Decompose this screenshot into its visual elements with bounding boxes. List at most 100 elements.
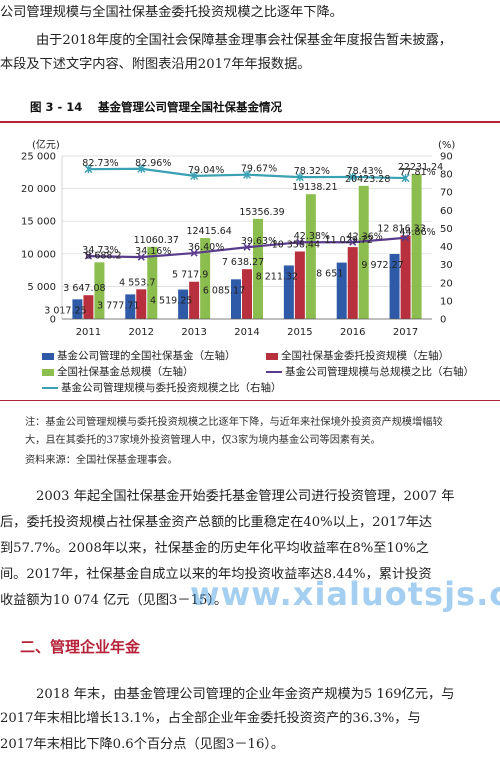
bar-2: [147, 246, 158, 319]
right-tick-label: 50: [440, 224, 453, 235]
chart-lines: [84, 164, 410, 261]
line-point-marker: [402, 234, 410, 242]
bar-1: [83, 295, 94, 319]
line-point-marker: [84, 252, 92, 260]
bar-0: [178, 289, 189, 319]
line-value-label: 79.04%: [188, 165, 224, 176]
body1-line-4: 间。2017年，社保基金自成立以来的年均投资收益率达8.44%，累计投资: [0, 567, 432, 582]
intro-line-1: 公司管理规模与全国社保基金委托投资规模之比逐年下降。: [0, 5, 343, 20]
left-tick-label: 15 000: [21, 217, 56, 228]
line-point-marker: [137, 164, 146, 173]
legend-item-ratio-entrusted: 基金公司管理规模与委托投资规模之比（右轴）: [42, 380, 282, 395]
body2-line-2: 2017年末相比增长13.1%，占全部企业年金委托投资资产的36.3%，与: [0, 711, 421, 726]
bar-1: [347, 247, 358, 319]
bar-value-label: 5 717.9: [172, 270, 208, 281]
line-value-label: 82.96%: [135, 158, 171, 169]
right-tick-label: 20: [440, 278, 453, 289]
line-value-label: 77.81%: [399, 167, 435, 178]
source-note: 资料来源：全国社保基金理事会。: [25, 455, 178, 466]
line-value-label: 34.73%: [82, 245, 118, 256]
right-tick-label: 30: [440, 260, 453, 271]
legend-swatch-total: [42, 368, 54, 376]
left-tick-label: 25 000: [21, 152, 56, 163]
chart-axes: 0 5 000 10 000 15 000 20 000 25 000 0 10 20 30 40 5…: [21, 138, 455, 338]
line-value-label: 78.32%: [294, 166, 330, 177]
section-title: 二、管理企业年金: [20, 638, 141, 656]
bar-value-label: 9 972.27: [361, 260, 403, 271]
body1-line-2: 后，委托投资规模占社保基金资产总额的比重稳定在40%以上，2017年达: [0, 515, 433, 530]
right-tick-label: 10: [440, 296, 453, 307]
right-tick-label: 70: [440, 188, 453, 199]
chart-data-labels: 3 017.25 3 777.71 4 519.25 6 085.17 8 211.32…: [44, 158, 443, 317]
bar-0: [283, 265, 294, 319]
bar-value-label: 15356.39: [239, 207, 284, 218]
line-value-label: 42.36%: [347, 231, 383, 242]
bar-value-label: 12415.64: [186, 226, 231, 237]
bar-1: [136, 289, 147, 319]
right-tick-label: 90: [440, 152, 453, 163]
line-point-marker: [190, 249, 198, 257]
bar-value-label: 6 085.17: [203, 285, 245, 296]
intro-line-2: 由于2018年度的全国社会保障基金理事会社保基金年度报告暂未披露，: [36, 33, 452, 48]
bar-2: [358, 185, 369, 319]
x-tick-label: 2012: [129, 327, 154, 338]
left-tick-label: 0: [50, 315, 56, 326]
bar-value-label: 3 647.08: [63, 283, 105, 294]
figure-caption: 基金管理公司管理全国社保基金情况: [98, 100, 282, 114]
x-tick-label: 2017: [393, 327, 418, 338]
legend-line-ratio-total: [266, 371, 282, 373]
chart-gridlines: [62, 155, 432, 287]
note-line-1: 注：基金公司管理规模与委托投资规模之比逐年下降，与近年来社保境外投资资产规模增幅…: [25, 417, 443, 428]
body1-line-5: 收益额为10 074 亿元（见图3－15）。: [0, 593, 228, 608]
line-value-label: 34.16%: [135, 246, 171, 257]
bar-0: [231, 279, 241, 319]
body2-line-3: 2017年末相比下降0.6个百分点（见图3－16）。: [0, 737, 285, 752]
legend-item-entrusted: 全国社保基金委托投资规模（左轴）: [266, 348, 449, 363]
line-value-label: 39.63%: [241, 236, 277, 247]
bar-0: [72, 299, 83, 319]
bar-1: [294, 251, 305, 319]
line-point-marker: [295, 173, 304, 182]
right-tick-label: 0: [440, 315, 446, 326]
bar-2: [253, 218, 263, 319]
bar-value-label: 12 816.33: [377, 223, 425, 234]
legend-line-ratio-entrusted: [42, 387, 58, 389]
line-point-marker: [84, 165, 93, 174]
body1-line-3: 到57.7%。2008年以来，社保基金的历史年化平均收益率在8%至10%之: [0, 541, 429, 556]
line-point-marker: [348, 172, 357, 181]
x-tick-label: 2013: [181, 327, 206, 338]
figure-top-rule: [0, 121, 500, 123]
line-point-marker: [190, 171, 199, 180]
body2-line-1: 2018 年末，由基金管理公司管理的企业年金资产规模为5 169亿元，与: [36, 687, 455, 702]
left-tick-label: 10 000: [21, 249, 56, 260]
line-value-label: 78.43%: [347, 166, 383, 177]
bar-1: [242, 269, 252, 319]
line-point-marker: [243, 243, 251, 251]
right-axis-unit: (%): [438, 140, 455, 151]
bar-0: [389, 253, 400, 319]
bar-2: [200, 238, 211, 319]
legend-swatch-entrusted: [266, 352, 278, 360]
bar-value-label: 8 211.32: [256, 271, 298, 282]
x-tick-label: 2014: [234, 327, 259, 338]
bar-value-label: 22231.24: [398, 162, 443, 173]
bar-value-label: 11 029.72: [325, 235, 373, 246]
figure-title: 图 3 - 14 基金管理公司管理全国社保基金情况: [30, 99, 282, 115]
bar-2: [411, 174, 422, 319]
left-tick-label: 5 000: [27, 282, 56, 293]
x-tick-label: 2011: [76, 327, 101, 338]
bar-value-label: 4 519.25: [150, 296, 192, 307]
line-value-label: 79.67%: [241, 164, 277, 175]
legend-item-managed: 基金公司管理的全国社保基金（左轴）: [42, 348, 236, 363]
bar-value-label: 3 017.25: [44, 305, 86, 316]
line-point-marker: [349, 238, 357, 246]
bar-value-label: 20423.28: [345, 174, 390, 185]
x-tick-label: 2015: [287, 327, 312, 338]
bar-value-label: 4 553.7: [119, 277, 155, 288]
watermark: www.xialuotsjs.com: [190, 575, 500, 613]
bar-1: [189, 281, 200, 319]
line-point-marker: [296, 238, 304, 246]
legend-swatch-managed: [42, 352, 54, 360]
line-value-label: 82.73%: [82, 158, 118, 169]
bar-value-label: 8 688.2: [85, 250, 121, 261]
